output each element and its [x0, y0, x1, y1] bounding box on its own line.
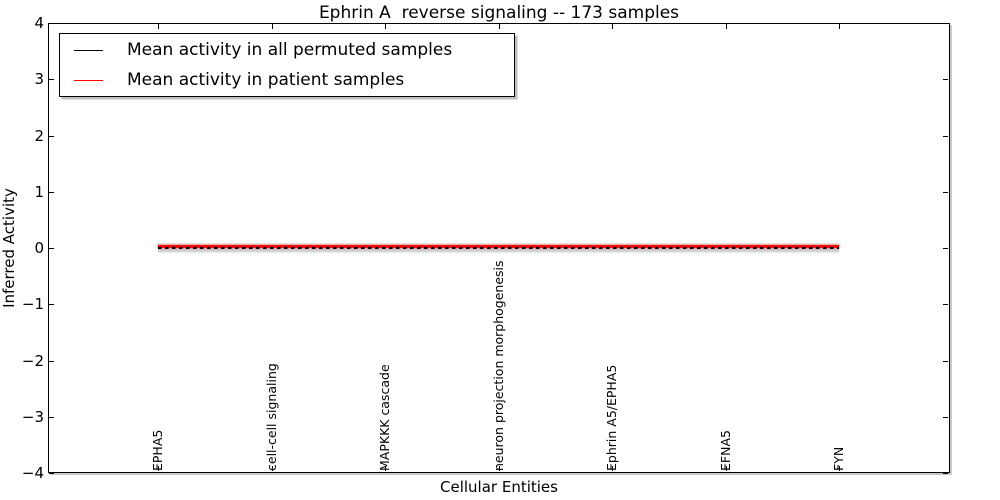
x-tick-label: cell-cell signaling: [263, 363, 279, 471]
y-tick-mark-right: [943, 304, 948, 306]
y-tick-label: 3: [34, 70, 44, 89]
x-tick-mark-top: [612, 24, 613, 29]
x-tick-mark-bottom: [158, 466, 159, 471]
x-tick-mark-top: [271, 24, 273, 29]
y-tick-label: −3: [21, 407, 44, 426]
y-tick-label: −4: [21, 464, 44, 482]
legend-entry-permuted: Mean activity in all permuted samples: [74, 34, 452, 66]
legend-entry-patient: Mean activity in patient samples: [74, 64, 404, 96]
y-tick-label: 0: [34, 239, 44, 257]
x-tick-mark-top: [498, 24, 500, 29]
x-tick-label: EFNA5: [717, 430, 733, 471]
legend-label-patient: Mean activity in patient samples: [127, 70, 405, 90]
y-tick-label: −1: [21, 295, 44, 314]
x-tick-label: EPHA5: [150, 429, 165, 471]
y-tick-mark-right: [943, 416, 948, 418]
y-tick-mark-right: [943, 473, 948, 474]
x-tick-label: neuron projection morphogenesis: [490, 260, 506, 471]
x-tick-mark-bottom: [271, 466, 273, 471]
y-tick-mark-right: [943, 135, 948, 137]
x-tick-mark-bottom: [498, 466, 500, 471]
y-tick-mark-left: [49, 304, 54, 306]
y-tick-mark-left: [49, 23, 54, 24]
y-tick-mark-right: [943, 360, 948, 362]
y-tick-mark-right: [943, 79, 948, 81]
y-tick-label: 4: [34, 14, 44, 32]
y-tick-mark-left: [49, 416, 54, 418]
y-tick-mark-left: [49, 360, 54, 362]
y-tick-mark-left: [49, 135, 54, 137]
y-tick-mark-left: [49, 191, 54, 193]
chart-title: Ephrin A reverse signaling -- 173 sample…: [318, 3, 680, 23]
x-tick-mark-bottom: [612, 466, 613, 471]
legend-label-permuted: Mean activity in all permuted samples: [127, 40, 453, 60]
y-tick-mark-right: [943, 191, 948, 193]
patient-mean-line: [158, 245, 839, 249]
legend-line-sample-red: [74, 79, 103, 81]
x-tick-mark-top: [725, 24, 727, 29]
y-tick-mark-left: [49, 79, 54, 81]
y-tick-mark-left: [49, 248, 54, 249]
y-tick-mark-right: [943, 23, 948, 24]
legend-line-sample-black: [74, 49, 103, 51]
x-tick-mark-bottom: [725, 466, 727, 471]
x-tick-mark-top: [385, 24, 386, 29]
permuted-mean-line: [158, 247, 839, 249]
x-tick-mark-bottom: [385, 466, 386, 471]
legend: Mean activity in all permuted samples Me…: [59, 33, 515, 97]
y-tick-label: 1: [34, 182, 44, 201]
x-tick-mark-bottom: [839, 466, 840, 471]
x-tick-label: Ephrin A5/EPHA5: [604, 364, 619, 471]
y-tick-label: 2: [34, 126, 44, 145]
x-axis-label: Cellular Entities: [440, 478, 558, 496]
plot-frame: [48, 23, 950, 473]
x-tick-mark-top: [158, 24, 159, 29]
y-tick-mark-left: [49, 473, 54, 474]
y-tick-label: −2: [21, 351, 44, 370]
y-tick-mark-right: [943, 248, 948, 249]
x-tick-mark-top: [839, 24, 840, 29]
x-tick-label: MAPKKK cascade: [377, 364, 392, 471]
